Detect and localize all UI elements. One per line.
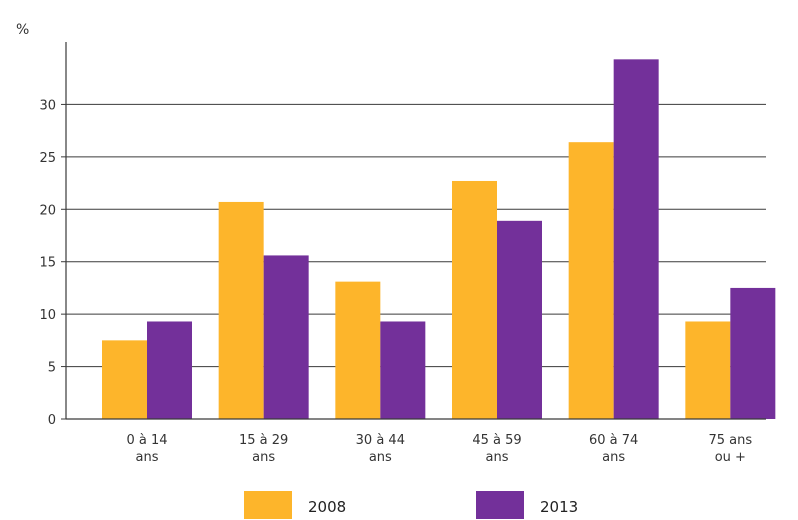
x-category-label: ans [136,450,159,465]
bar-2013-3 [497,220,542,419]
x-category-label: 60 à 74 [589,433,638,448]
x-category-label: ans [369,450,392,465]
bar-2013-5 [730,287,776,419]
y-tick-label: 0 [48,413,56,428]
legend-label-2008: 2008 [308,498,346,516]
bar-2008-5 [685,321,731,419]
y-tick-label: 25 [39,151,56,166]
x-category-label: ou + [715,450,746,465]
x-category-label: 45 à 59 [472,433,521,448]
y-tick-label: 30 [39,98,56,113]
bar-2013-1 [263,255,309,419]
y-tick-label: 10 [39,308,56,323]
x-category-label: ans [486,450,509,465]
y-tick-label: 20 [39,203,56,218]
bar-2008-3 [452,180,497,419]
bar-2013-4 [613,59,659,420]
x-category-label: 15 à 29 [239,433,288,448]
x-category-label: 30 à 44 [356,433,405,448]
bar-2008-4 [568,142,614,420]
bars [102,59,776,420]
axes: 0 5 10 15 20 25 30 0 à 14 ans 15 à 29 ans 30 à 44 an… [39,42,766,465]
legend-label-2013: 2013 [540,498,578,516]
bar-2008-0 [102,340,147,419]
legend-swatch-2013 [476,491,524,519]
y-axis-unit-label: % [16,22,29,38]
x-category-label: 0 à 14 [126,433,167,448]
x-category-label: ans [252,450,275,465]
bar-2013-0 [147,321,192,419]
legend-swatch-2008 [244,491,292,519]
x-category-label: 75 ans [709,433,753,448]
legend: 2008 2013 [244,491,578,519]
y-tick-label: 5 [48,361,56,376]
x-category-label: ans [602,450,625,465]
bar-2008-1 [218,201,264,419]
bar-2008-2 [335,281,381,419]
bar-2013-2 [380,321,426,419]
y-tick-label: 15 [39,256,56,271]
